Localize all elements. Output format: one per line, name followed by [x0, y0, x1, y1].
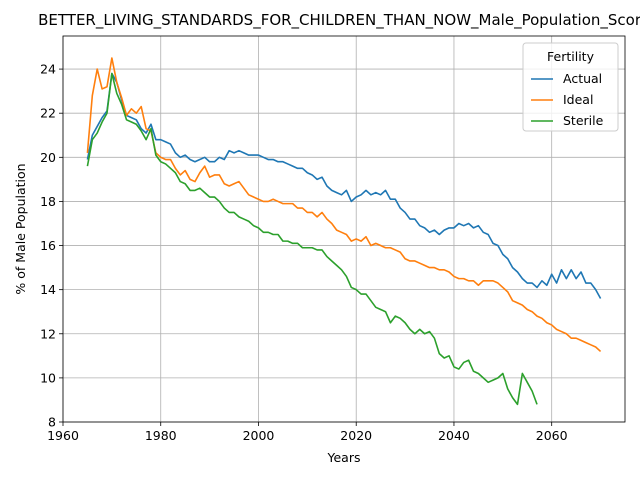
legend-label-sterile: Sterile	[563, 113, 604, 128]
series-line-sterile	[86, 72, 538, 406]
x-tick-label: 2000	[243, 428, 275, 443]
y-tick-label: 12	[40, 326, 56, 341]
y-tick-label: 22	[40, 106, 56, 121]
chart-title: BETTER_LIVING_STANDARDS_FOR_CHILDREN_THA…	[38, 11, 640, 30]
series-line-actual	[86, 72, 602, 299]
y-axis-title: % of Male Population	[13, 163, 28, 294]
legend: Fertility Actual Ideal Sterile	[522, 42, 619, 132]
axis-ticks: 1960 1980 2000 2020 2040 2060 8 10 12 14 16 18 20 22 2…	[40, 62, 568, 443]
x-tick-label: 1960	[47, 428, 79, 443]
legend-label-ideal: Ideal	[563, 92, 593, 107]
series-line-ideal	[86, 57, 602, 353]
y-tick-label: 14	[40, 282, 56, 297]
y-tick-label: 10	[40, 370, 56, 385]
y-tick-label: 18	[40, 194, 56, 209]
y-tick-label: 16	[40, 238, 56, 253]
x-tick-label: 2040	[438, 428, 470, 443]
x-axis-title: Years	[327, 450, 361, 465]
series-lines	[86, 57, 602, 406]
y-tick-label: 24	[40, 62, 56, 77]
x-tick-label: 2020	[340, 428, 372, 443]
legend-label-actual: Actual	[563, 71, 602, 86]
legend-title: Fertility	[547, 49, 595, 64]
legend-box	[522, 42, 619, 132]
y-tick-label: 20	[40, 150, 56, 165]
plot-frame	[62, 35, 626, 423]
x-tick-label: 1980	[145, 428, 177, 443]
legend-items: Actual Ideal Sterile	[531, 71, 604, 128]
y-tick-label: 8	[48, 415, 56, 430]
x-tick-label: 2060	[536, 428, 568, 443]
